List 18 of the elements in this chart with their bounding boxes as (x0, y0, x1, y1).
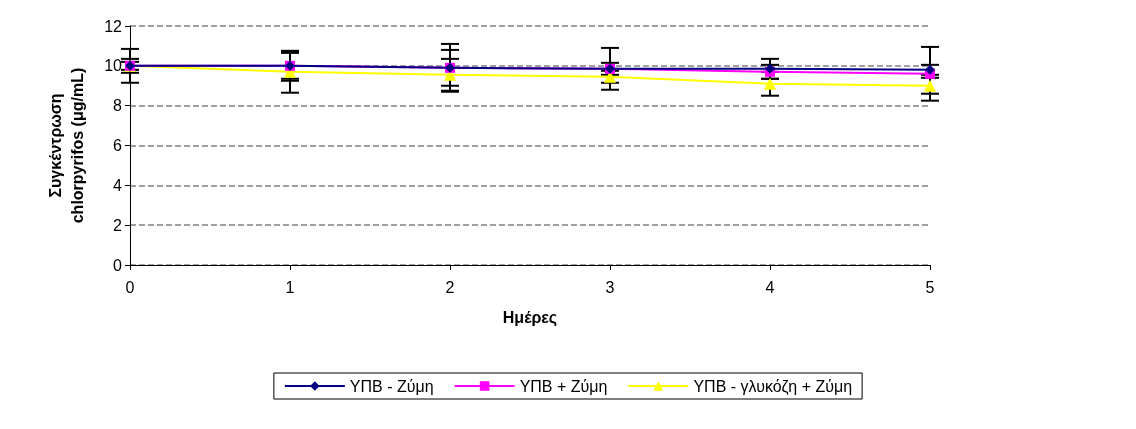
x-tick-label: 5 (925, 278, 935, 296)
y-tick-label: 6 (113, 137, 123, 154)
y-tick-label: 4 (113, 176, 123, 194)
x-tick-label: 4 (765, 278, 775, 296)
legend-label: ΥΠΒ - Ζύμη (349, 377, 434, 395)
y-tick-label: 2 (113, 216, 123, 234)
y-tick-label: 12 (104, 17, 123, 35)
y-tick-label: 8 (113, 97, 123, 115)
x-tick-label: 3 (605, 278, 615, 296)
x-tick-label: 2 (445, 278, 455, 296)
y-axis-title: Συγκέντρωση chlorpyrifos (μg/mL) (46, 67, 86, 224)
legend-label: ΥΠΒ - γλυκόζη + Ζύμη (693, 377, 853, 396)
x-axis-title: Ημέρες (502, 308, 558, 327)
x-tick-label: 0 (125, 278, 135, 296)
y-tick-label: 0 (113, 256, 123, 274)
x-tick-label: 1 (285, 278, 295, 296)
y-tick-label: 10 (104, 57, 123, 75)
legend-label: ΥΠΒ + Ζύμη (519, 377, 608, 395)
